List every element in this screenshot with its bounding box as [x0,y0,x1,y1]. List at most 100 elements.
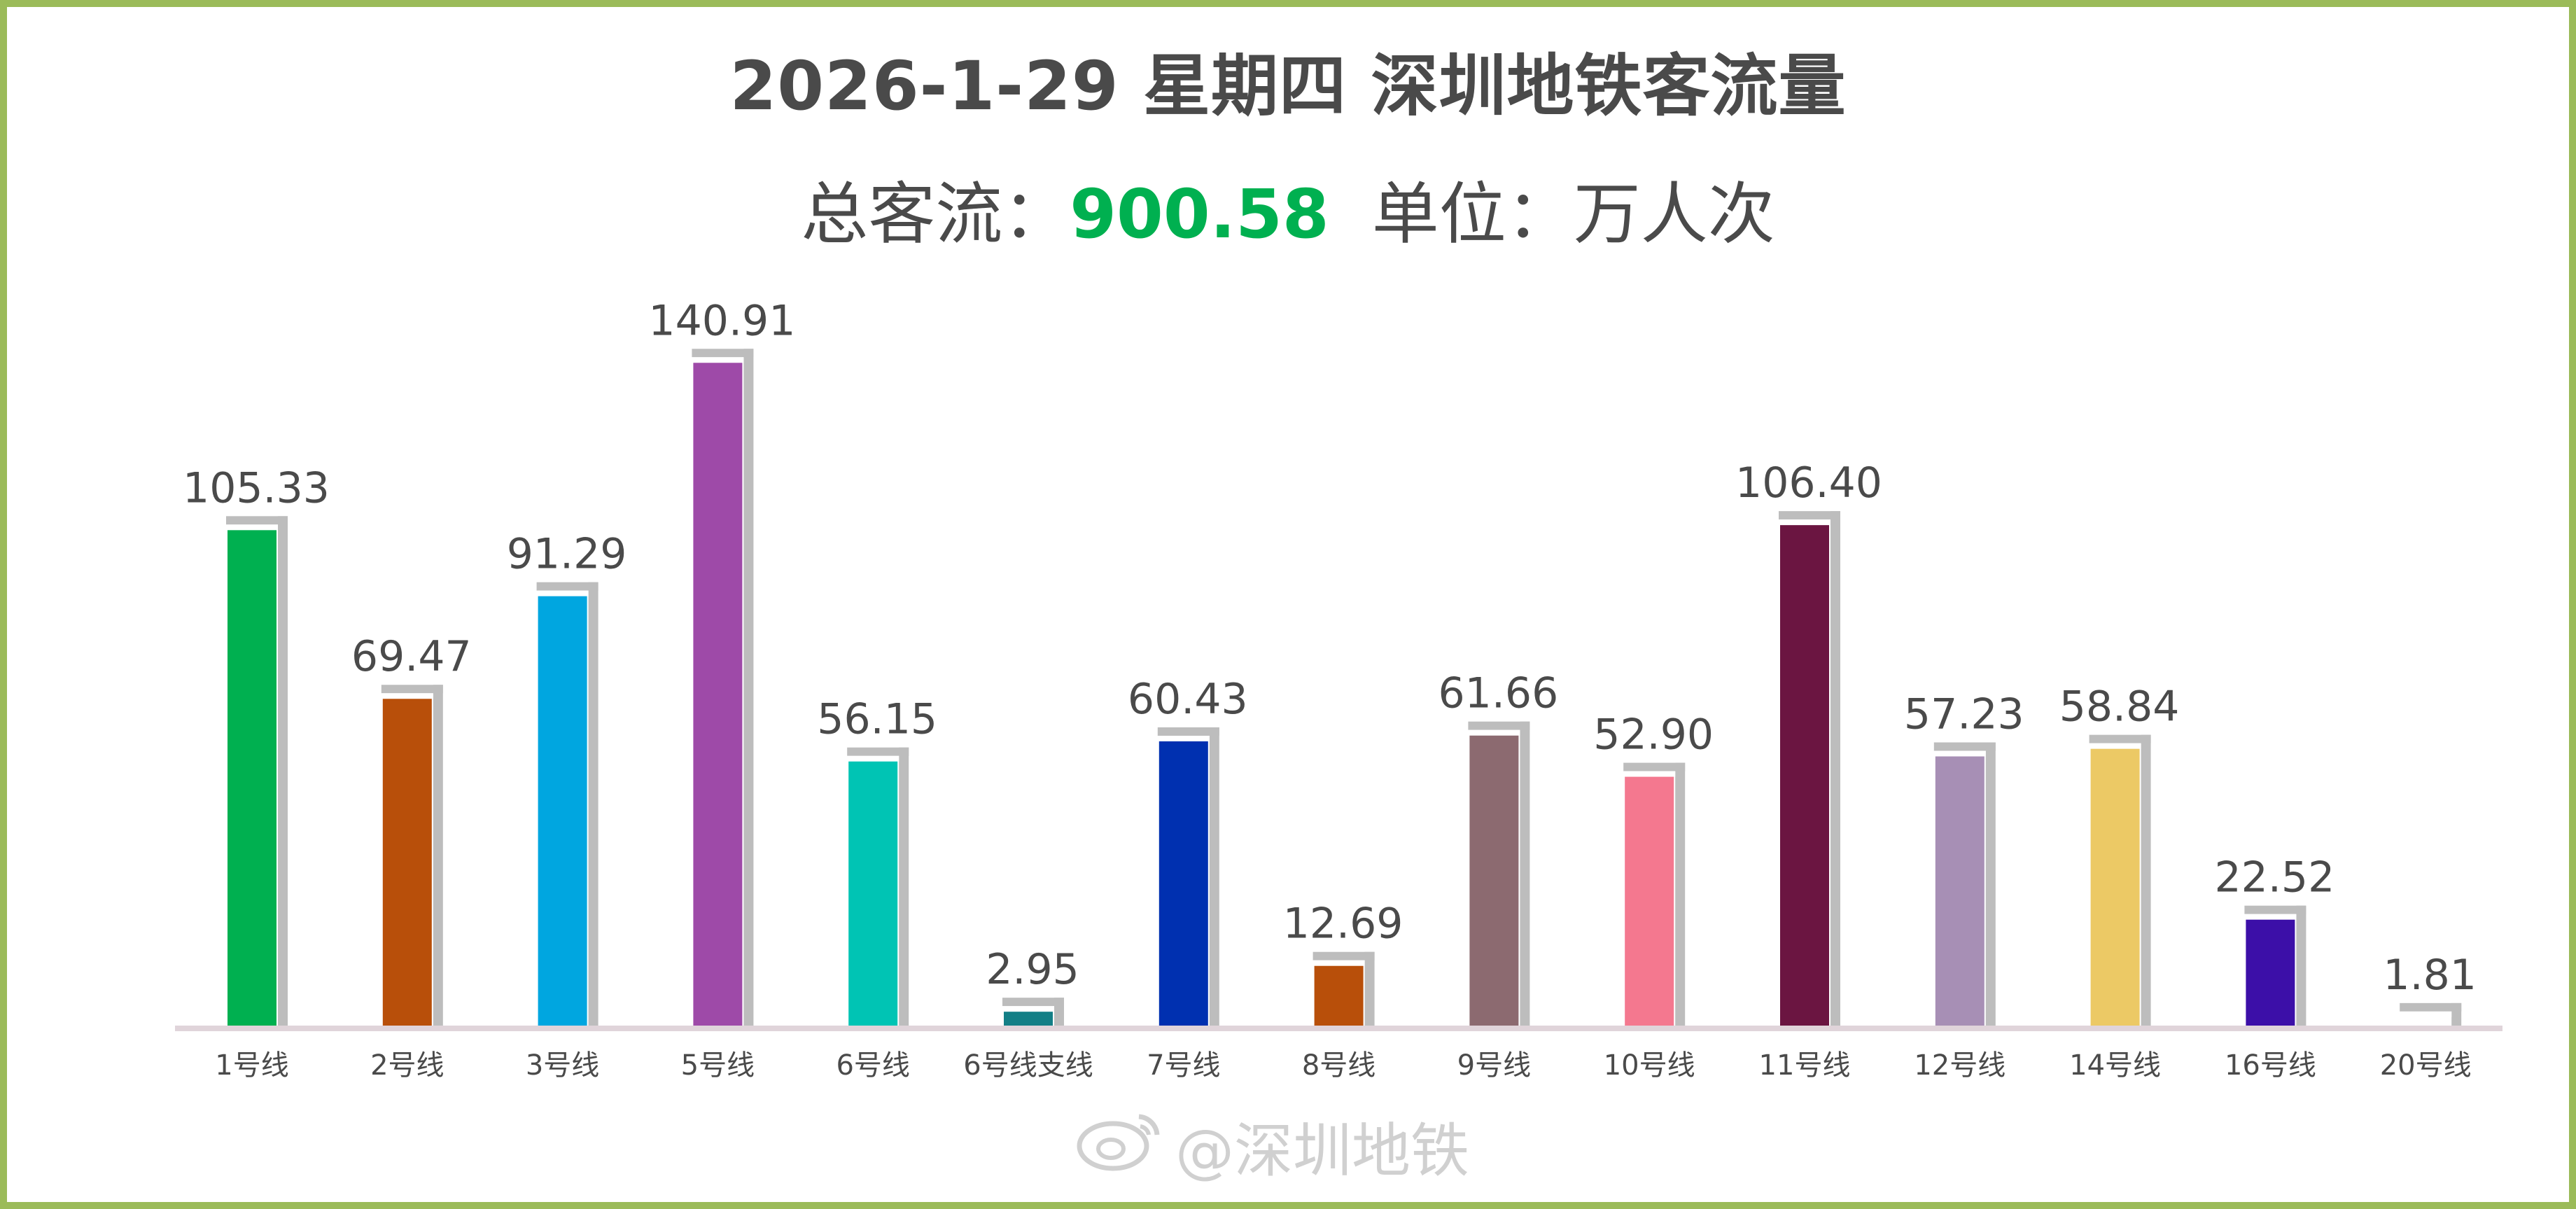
watermark-text: @深圳地铁 [1175,1116,1470,1185]
bar-shadow-top-1 [381,685,443,694]
bar [1314,965,1364,1026]
bar-gap-9 [1623,771,1676,777]
bar-gap-14 [2400,1011,2452,1017]
category-label: 14号线 [2069,1049,2161,1082]
bar-shadow-side-13 [2296,905,2306,1026]
bar-shadow-top-7 [1312,951,1375,960]
bar-shadow-top-5 [1002,998,1064,1007]
bar-shadow-top-8 [1468,721,1530,730]
bar [382,699,432,1026]
category-label: 7号线 [1147,1049,1220,1082]
category-label: 10号线 [1604,1049,1695,1082]
data-label: 12.69 [1283,900,1404,949]
data-label: 58.84 [2059,683,2180,732]
bar-shadow-side-1 [433,685,443,1026]
bar [1469,735,1519,1026]
data-label: 22.52 [2215,853,2335,902]
data-label: 56.15 [817,695,937,744]
category-label: 9号线 [1457,1049,1531,1082]
bar-gap-4 [847,755,899,762]
data-label: 140.91 [648,296,795,345]
bar-gap-0 [226,524,278,531]
bar-shadow-side-9 [1675,762,1686,1026]
bar-gap-11 [1933,750,1986,757]
bar-shadow-side-10 [1830,511,1840,1026]
bar-shadow-top-14 [2400,1002,2462,1012]
weibo-icon [1074,1104,1166,1188]
watermark: @深圳地铁 [1074,1100,1469,1191]
bar-shadow-side-11 [1985,742,1996,1026]
bar [2401,1016,2451,1026]
bar-shadow-top-13 [2244,905,2306,914]
bar-gap-8 [1468,729,1520,736]
bar-shadow-top-2 [536,582,598,591]
data-label: 105.33 [183,463,330,512]
category-label: 5号线 [681,1049,755,1082]
total-value: 900.58 [1070,175,1329,253]
bar-shadow-top-6 [1157,727,1219,736]
bar-shadow-side-5 [1054,998,1064,1026]
category-label: 20号线 [2380,1049,2472,1082]
category-label: 1号线 [215,1049,288,1082]
bar-shadow-top-9 [1623,762,1686,771]
total-label: 总客流： [801,175,1070,253]
category-label: 16号线 [2225,1049,2316,1082]
category-label: 6号线 [836,1049,909,1082]
category-label: 12号线 [1914,1049,2005,1082]
bar-shadow-top-11 [1933,742,1996,751]
bar [1780,525,1829,1026]
bar [1625,776,1674,1026]
bar-shadow-side-3 [743,349,754,1026]
bar [1004,1012,1053,1026]
bar-shadow-side-14 [2451,1002,2462,1026]
bar-shadow-top-3 [692,349,754,358]
bar [538,596,587,1026]
bar [2246,919,2295,1026]
data-label: 106.40 [1735,459,1882,508]
category-label: 6号线支线 [963,1049,1093,1082]
data-label: 61.66 [1438,669,1559,718]
bar-shadow-side-4 [899,747,909,1026]
bar-gap-13 [2244,914,2297,920]
bar [693,363,743,1026]
category-label: 8号线 [1302,1049,1376,1082]
data-label: 69.47 [351,632,472,681]
bar-shadow-side-2 [588,582,598,1026]
category-label: 3号线 [526,1049,599,1082]
category-label: 2号线 [370,1049,444,1082]
category-label: 11号线 [1759,1049,1851,1082]
unit-label: 单位：万人次 [1329,175,1775,253]
data-label: 1.81 [2383,951,2477,1000]
bar-shadow-side-12 [2141,734,2151,1026]
bar-shadow-side-7 [1364,951,1375,1026]
bar [2090,748,2140,1026]
bar-shadow-side-0 [278,516,288,1026]
bar-gap-2 [536,590,589,596]
bar-shadow-side-6 [1209,727,1219,1026]
x-axis-line [175,1026,2502,1031]
data-label: 52.90 [1593,711,1714,760]
bar [848,761,898,1026]
data-label: 60.43 [1128,675,1248,724]
chart-subtitle: 总客流：900.58 单位：万人次 [0,160,2576,257]
data-label: 91.29 [507,530,627,579]
bar [227,530,276,1026]
bar-shadow-top-10 [1779,511,1840,520]
bar [1158,741,1208,1026]
bar-gap-1 [381,693,433,699]
bar-shadow-top-0 [226,516,288,525]
bar-shadow-side-8 [1520,721,1530,1026]
bar-gap-3 [692,357,744,363]
chart-title: 2026-1-29 星期四 深圳地铁客流量 [729,47,1847,125]
bar-gap-12 [2089,743,2141,749]
bar-shadow-top-12 [2089,734,2151,743]
bar-gap-10 [1779,519,1830,526]
bar [1935,756,1984,1026]
bar-gap-6 [1157,735,1210,741]
bar-gap-5 [1002,1006,1054,1012]
bar-shadow-top-4 [847,747,909,756]
bar-gap-7 [1312,960,1365,966]
data-label: 2.95 [986,945,1079,994]
data-label: 57.23 [1904,690,2024,739]
